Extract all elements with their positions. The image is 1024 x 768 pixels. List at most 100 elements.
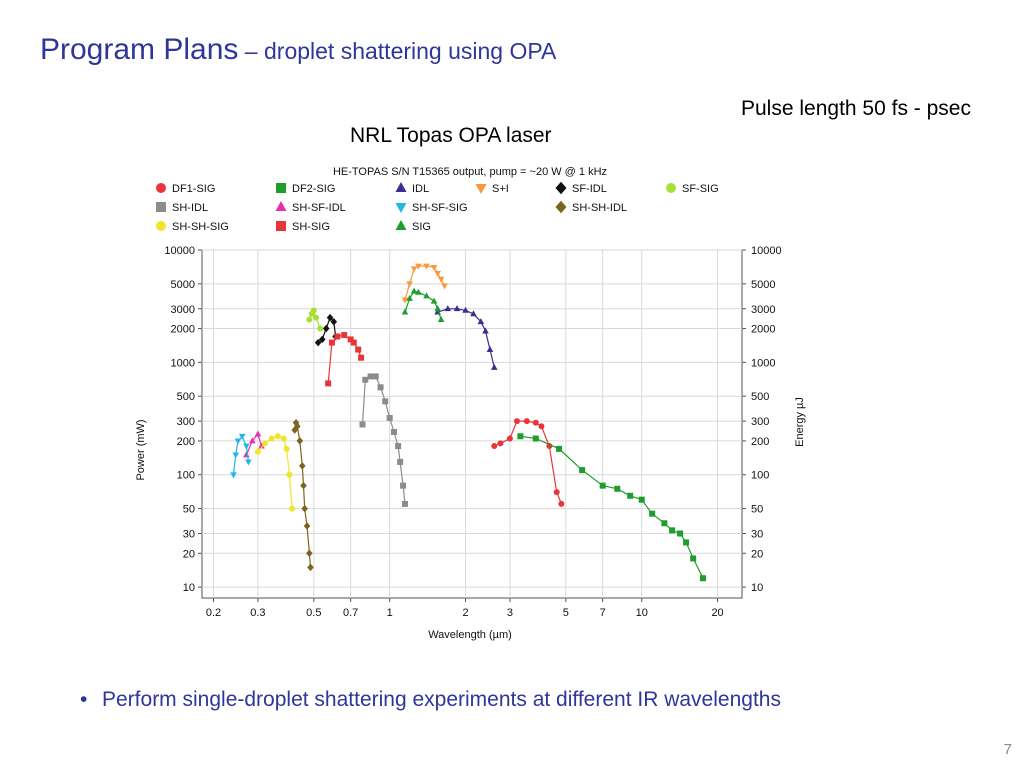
legend-item: IDL: [395, 182, 429, 195]
plot-frame: [201, 249, 743, 599]
x-tick-label: 7: [600, 607, 606, 619]
legend-marker: [395, 220, 407, 230]
data-point-sh-idl: [401, 500, 408, 507]
data-point-idl: [462, 306, 469, 313]
y-tick-label: 50: [183, 504, 195, 516]
data-point-df2-sig: [669, 527, 676, 534]
data-point-sf-idl: [330, 317, 338, 326]
legend-marker: [395, 182, 407, 192]
data-point-s-i: [437, 276, 445, 283]
data-point-df2-sig: [690, 555, 697, 562]
x-tick-label: 3: [507, 607, 513, 619]
data-point-df2-sig: [699, 575, 706, 582]
legend-marker: [276, 183, 286, 193]
data-point-sh-sf-idl: [248, 437, 256, 444]
y-tick-label: 500: [177, 391, 195, 403]
y-tick-right-label: 5000: [751, 279, 775, 291]
legend-marker: [395, 203, 407, 213]
legend-item: SH-SF-IDL: [275, 201, 346, 214]
legend-item: SF-SIG: [666, 183, 719, 195]
series-sh-sh-sig: [254, 433, 296, 512]
laser-label: NRL Topas OPA laser: [350, 124, 552, 147]
opa-output-chart: HE-TOPAS S/N T15365 output, pump = ~20 W…: [135, 166, 806, 641]
data-point-sh-sf-sig: [232, 452, 240, 459]
series-sh-sig: [325, 332, 365, 387]
legend-label: SH-SF-SIG: [412, 202, 468, 214]
data-point-sf-idl: [318, 335, 326, 344]
legend-label: SH-SIG: [292, 221, 330, 233]
data-point-sh-idl: [372, 373, 379, 380]
y-tick-label: 100: [177, 470, 195, 482]
data-point-sig: [406, 294, 413, 301]
legend-item: DF2-SIG: [276, 183, 335, 195]
y-tick-label: 2000: [171, 324, 195, 336]
x-tick-label: 5: [563, 607, 569, 619]
data-point-sig: [434, 305, 441, 312]
data-point-df2-sig: [517, 433, 524, 440]
y-tick-right-label: 3000: [751, 304, 775, 316]
data-point-df2-sig: [661, 520, 668, 527]
pulse-length-label: Pulse length 50 fs - psec: [741, 97, 971, 120]
x-tick-label: 0.5: [306, 607, 321, 619]
data-point-idl: [453, 305, 461, 312]
data-point-df1-sig: [497, 440, 504, 447]
page-number: 7: [1003, 741, 1012, 758]
y-tick-label: 1000: [171, 357, 195, 369]
y-axis-right-label: Energy µJ: [794, 397, 806, 447]
y-tick-label: 200: [177, 436, 195, 448]
legend-label: SF-IDL: [572, 183, 607, 195]
legend-marker: [475, 184, 487, 194]
data-point-sh-sf-sig: [243, 443, 250, 450]
x-tick-label: 0.7: [343, 607, 358, 619]
data-point-sh-sig: [325, 380, 332, 387]
data-point-sh-sf-sig: [238, 433, 246, 440]
legend-label: SH-SF-IDL: [292, 202, 346, 214]
series-df2-sig: [517, 433, 706, 582]
legend-marker: [666, 183, 676, 193]
data-point-sh-sh-idl: [294, 422, 301, 431]
data-point-df1-sig: [532, 419, 539, 426]
data-point-sh-idl: [400, 482, 407, 489]
slide-title: Program Plans – droplet shattering using…: [40, 30, 556, 67]
y-tick-right-label: 2000: [751, 324, 775, 336]
data-point-sh-sh-sig: [261, 440, 268, 447]
data-point-df2-sig: [532, 435, 539, 442]
plot-area: [201, 249, 743, 599]
data-point-sh-sh-sig: [274, 433, 281, 440]
y-tick-right-label: 10: [751, 582, 763, 594]
data-point-sh-sig: [358, 354, 365, 361]
data-point-df1-sig: [506, 435, 513, 442]
data-point-sh-idl: [397, 458, 404, 465]
data-point-s-i: [434, 270, 441, 277]
chart-axes: 0.2 0.3 0.5 0.7 1 2 3 5 7 10 20 10 10 20 20 30 30 50 50 100…: [164, 245, 781, 619]
y-axis-label: Power (mW): [135, 419, 147, 480]
series-sig: [401, 287, 445, 323]
data-point-df2-sig: [627, 492, 634, 499]
y-tick-label: 30: [183, 528, 195, 540]
legend-label: SH-SH-IDL: [572, 202, 627, 214]
series-sf-idl: [314, 313, 339, 347]
data-point-sh-sh-idl: [291, 426, 299, 434]
bullet-dot: •: [80, 688, 88, 711]
data-point-df2-sig: [683, 539, 690, 546]
y-tick-right-label: 50: [751, 504, 763, 516]
x-tick-label: 1: [387, 607, 393, 619]
series-df1-sig: [491, 418, 565, 507]
y-tick-right-label: 200: [751, 436, 769, 448]
data-point-sig: [423, 292, 430, 299]
data-point-s-i: [406, 281, 413, 288]
data-point-sf-idl: [326, 313, 334, 322]
y-tick-label: 3000: [171, 304, 195, 316]
data-point-sh-sf-sig: [230, 472, 237, 479]
y-tick-label: 20: [183, 548, 195, 560]
data-point-idl: [486, 345, 494, 352]
data-point-df2-sig: [649, 510, 656, 517]
data-point-sh-idl: [377, 384, 384, 391]
y-tick-right-label: 10000: [751, 245, 782, 257]
data-point-df1-sig: [553, 489, 560, 496]
data-point-df1-sig: [523, 418, 530, 425]
data-point-sh-idl: [386, 414, 393, 421]
bullet-item: • Perform single-droplet shattering exper…: [80, 688, 781, 712]
data-point-sh-sh-idl: [298, 462, 306, 470]
data-point-idl: [470, 310, 477, 317]
